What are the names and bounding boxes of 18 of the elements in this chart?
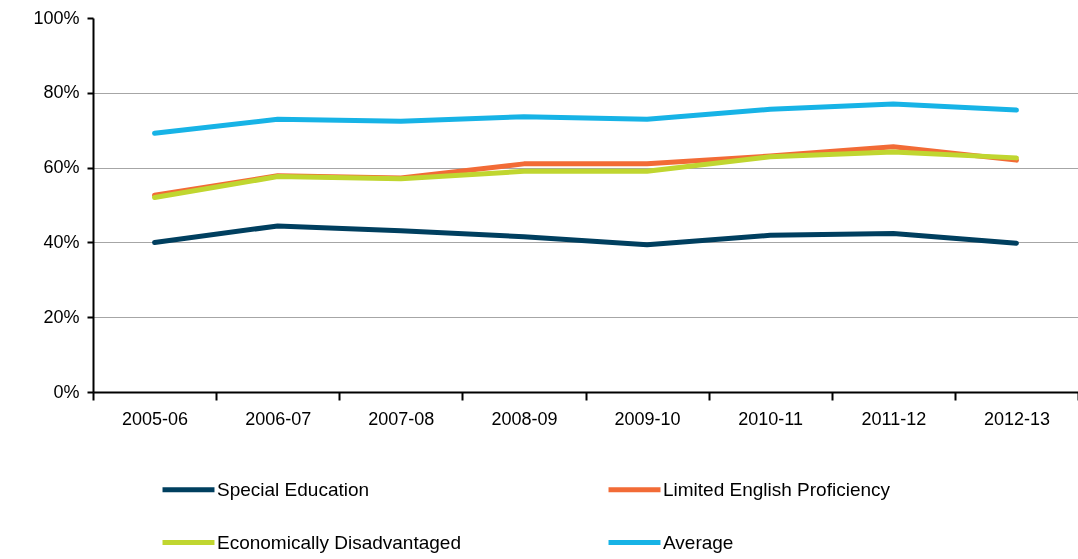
y-tick-label: 0% — [53, 381, 80, 402]
legend-label: Average — [663, 531, 734, 553]
legend-label: Limited English Proficiency — [663, 478, 891, 500]
y-tick-label: 20% — [43, 306, 80, 327]
x-tick-label: 2010-11 — [738, 408, 804, 429]
x-tick-label: 2012-13 — [983, 408, 1050, 429]
legend-label: Special Education — [217, 478, 370, 500]
x-tick-label: 2009-10 — [614, 408, 681, 429]
y-tick-label: 40% — [43, 231, 80, 252]
x-tick-label: 2011-12 — [861, 408, 927, 429]
y-tick-label: 60% — [43, 157, 80, 178]
x-tick-label: 2007-08 — [368, 408, 435, 429]
y-tick-label: 100% — [33, 7, 80, 28]
y-tick-label: 80% — [43, 82, 80, 103]
x-tick-label: 2005-06 — [122, 408, 189, 429]
legend-label: Economically Disadvantaged — [217, 531, 461, 553]
x-tick-label: 2008-09 — [491, 408, 558, 429]
x-tick-label: 2006-07 — [245, 408, 312, 429]
